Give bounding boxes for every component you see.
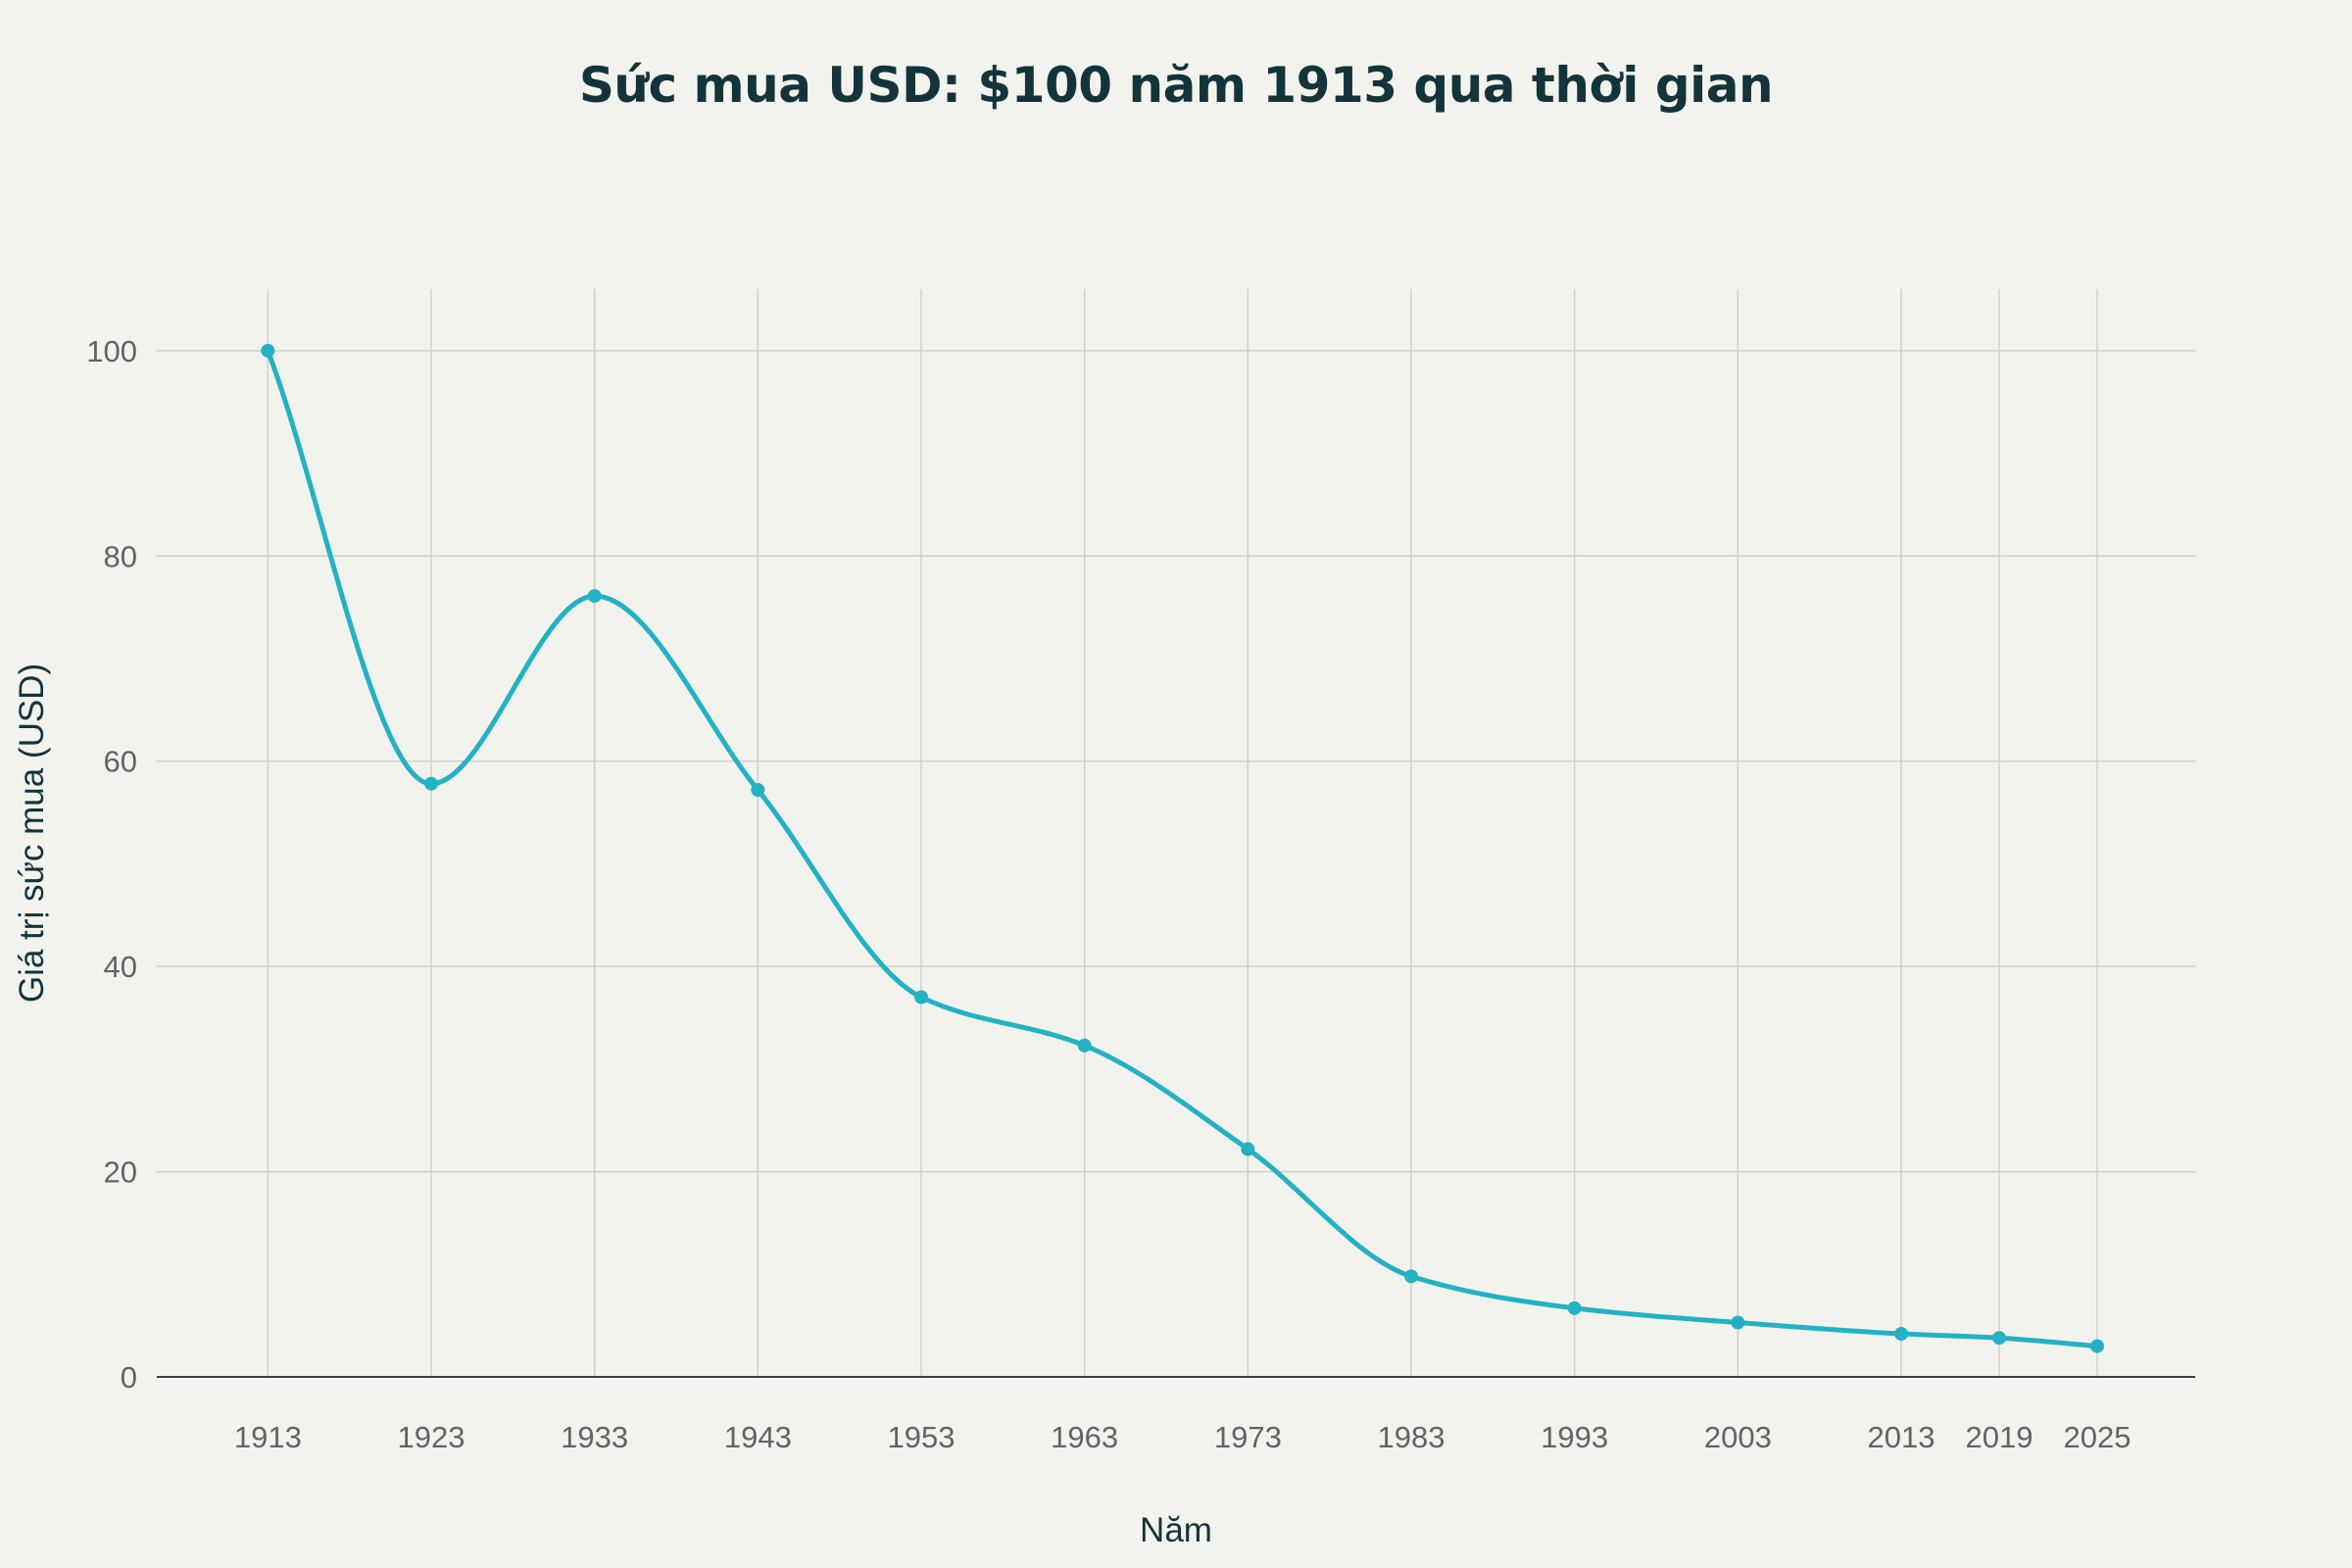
series-markers (261, 343, 2104, 1353)
x-axis-title: Năm (1140, 1511, 1212, 1549)
data-point (914, 990, 928, 1004)
x-tick-label: 1943 (724, 1420, 792, 1454)
data-point (1567, 1300, 1582, 1315)
series-line (265, 348, 2100, 1349)
x-tick-label: 2025 (2064, 1420, 2132, 1454)
x-tick-label: 1993 (1541, 1420, 1608, 1454)
x-tick-label: 2013 (1868, 1420, 1936, 1454)
y-tick-label: 40 (104, 950, 137, 984)
data-point (1077, 1038, 1092, 1053)
chart-title: Sức mua USD: $100 năm 1913 qua thời gian (578, 57, 1774, 114)
y-tick-label: 60 (104, 745, 137, 779)
x-tick-label: 2019 (1966, 1420, 2034, 1454)
data-point (751, 783, 765, 798)
data-point (1731, 1315, 1745, 1330)
y-axis-tick-labels: 0 20 40 60 80 100 (86, 334, 137, 1395)
y-tick-label: 80 (104, 539, 137, 573)
data-point (2090, 1339, 2104, 1353)
data-point (261, 343, 275, 358)
data-point (1894, 1327, 1908, 1342)
y-tick-label: 0 (121, 1360, 137, 1395)
data-point (1404, 1269, 1418, 1284)
vertical-gridlines (267, 289, 2098, 1377)
x-axis-tick-labels: 1913 1923 1933 1943 1953 1963 1973 1983 1993 2003… (234, 1420, 2132, 1454)
x-tick-label: 1953 (888, 1420, 956, 1454)
y-tick-label: 20 (104, 1155, 137, 1190)
horizontal-gridlines (157, 350, 2195, 1173)
x-tick-label: 1913 (234, 1420, 302, 1454)
x-tick-label: 1923 (398, 1420, 466, 1454)
x-tick-label: 1973 (1214, 1420, 1282, 1454)
y-axis-title: Giá trị sức mua (USD) (13, 663, 51, 1003)
data-point (424, 776, 438, 791)
x-tick-label: 2003 (1704, 1420, 1772, 1454)
x-tick-label: 1963 (1051, 1420, 1118, 1454)
x-tick-label: 1933 (561, 1420, 628, 1454)
data-point (587, 589, 602, 604)
y-tick-label: 100 (86, 334, 137, 368)
data-point (1241, 1142, 1255, 1156)
x-tick-label: 1983 (1378, 1420, 1446, 1454)
data-point (1992, 1331, 2006, 1346)
